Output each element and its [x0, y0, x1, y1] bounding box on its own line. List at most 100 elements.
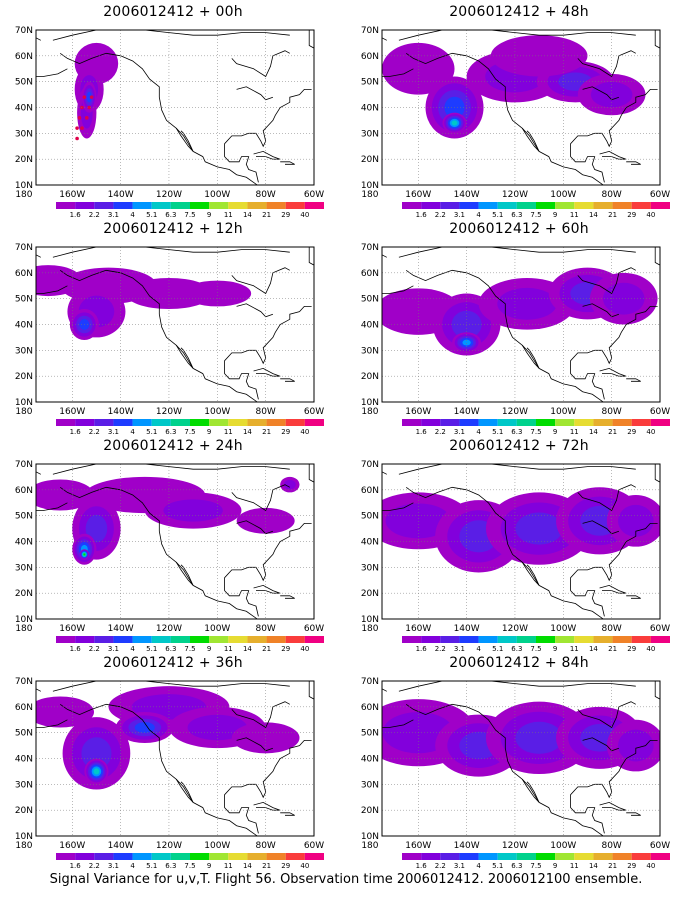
colorbar-label: 14 — [243, 428, 252, 434]
coastline — [59, 703, 258, 836]
coastline — [253, 584, 281, 594]
colorbar-swatch — [497, 853, 517, 860]
colorbar-label: 1.6 — [416, 428, 428, 434]
colorbar-swatch — [612, 419, 632, 426]
signal-contour — [602, 282, 645, 315]
latitude-label: 20N — [361, 155, 379, 165]
latitude-label: 50N — [361, 512, 379, 522]
coastline — [599, 801, 627, 811]
latitude-label: 10N — [15, 398, 33, 408]
map-panel: 2006012412 + 48h 70N 60N 50N 40N 30N 20N 10N 180… — [346, 0, 692, 217]
coastline — [405, 703, 604, 836]
colorbar-swatch — [151, 853, 171, 860]
colorbar-label: 7.5 — [184, 428, 195, 434]
colorbar-swatch — [631, 636, 651, 643]
map-frame — [35, 463, 315, 620]
colorbar-label: 40 — [300, 645, 309, 651]
colorbar-label: 40 — [300, 862, 309, 868]
longitude-label: 100W — [204, 190, 230, 200]
longitude-label: 180 — [361, 624, 378, 634]
signal-contour — [515, 512, 563, 545]
map-panel: 2006012412 + 00h 70N 60N 50N 40N 30N 20N 10N 180… — [0, 0, 346, 217]
colorbar-swatch — [285, 419, 305, 426]
signal-contour — [515, 721, 563, 754]
colorbar-swatch — [440, 202, 460, 209]
colorbar-label: 5.1 — [146, 862, 157, 868]
colorbar-swatch — [190, 853, 210, 860]
coastline — [398, 247, 636, 258]
latitude-label: 30N — [361, 780, 379, 790]
colorbar-swatch — [94, 853, 114, 860]
observation-dot — [89, 95, 94, 99]
longitude-label: 80W — [255, 407, 275, 417]
colorbar-swatch — [247, 853, 267, 860]
colorbar-label: 9 — [207, 428, 211, 434]
map-panel: 2006012412 + 60h 70N 60N 50N 40N 30N 20N 10N 180… — [346, 217, 692, 434]
colorbar-label: 14 — [243, 211, 252, 217]
colorbar-label: 3.1 — [108, 645, 119, 651]
longitude-label: 80W — [601, 407, 621, 417]
coastline — [398, 681, 636, 692]
colorbar-swatch — [612, 853, 632, 860]
coastline — [52, 681, 290, 692]
colorbar-swatch — [170, 202, 190, 209]
colorbar-label: 40 — [300, 428, 309, 434]
longitude-label: 160W — [405, 407, 431, 417]
coastline — [382, 68, 414, 77]
colorbar-label: 14 — [589, 211, 598, 217]
longitude-label: 100W — [204, 407, 230, 417]
longitude-label: 180 — [361, 407, 378, 417]
coastline — [654, 464, 660, 483]
colorbar-label: 3.1 — [108, 211, 119, 217]
colorbar-swatch — [132, 853, 152, 860]
coastline — [405, 269, 604, 402]
colorbar-swatch — [574, 636, 594, 643]
longitude-label: 160W — [59, 624, 85, 634]
coastline — [280, 378, 295, 382]
coastline — [577, 50, 636, 78]
longitude-label: 80W — [255, 624, 275, 634]
longitude-label: 80W — [255, 841, 275, 851]
colorbar-label: 7.5 — [184, 211, 195, 217]
coastline — [398, 464, 636, 475]
latitude-label: 70N — [361, 243, 379, 253]
colorbar-swatch — [190, 636, 210, 643]
observation-dot — [82, 95, 87, 99]
longitude-label: 60W — [304, 407, 324, 417]
colorbar-swatch — [209, 853, 229, 860]
coastline — [308, 464, 314, 483]
colorbar-label: 5.1 — [492, 428, 503, 434]
colorbar-label: 2.2 — [435, 428, 446, 434]
signal-contour — [86, 91, 92, 103]
latitude-label: 30N — [15, 780, 33, 790]
colorbar-swatch — [593, 636, 613, 643]
longitude-label: 60W — [304, 624, 324, 634]
longitude-label: 180 — [15, 190, 32, 200]
coastline — [231, 701, 290, 729]
longitude-label: 100W — [204, 624, 230, 634]
longitude-label: 60W — [304, 190, 324, 200]
colorbar-label: 11 — [224, 211, 233, 217]
signal-contour — [93, 768, 100, 775]
colorbar-label: 9 — [207, 645, 211, 651]
colorbar-label: 21 — [608, 428, 617, 434]
coastline — [654, 247, 660, 266]
longitude-label: 60W — [650, 190, 670, 200]
coastline — [577, 267, 636, 295]
colorbar-swatch — [151, 636, 171, 643]
coastline — [36, 254, 41, 258]
map-frame — [381, 246, 661, 403]
longitude-label: 120W — [156, 841, 182, 851]
colorbar-swatch — [56, 853, 76, 860]
latitude-label: 30N — [361, 129, 379, 139]
longitude-label: 120W — [502, 624, 528, 634]
latitude-label: 40N — [361, 755, 379, 765]
colorbar-swatch — [650, 853, 670, 860]
longitude-label: 180 — [361, 190, 378, 200]
longitude-label: 100W — [204, 841, 230, 851]
colorbar-label: 21 — [608, 211, 617, 217]
colorbar-swatch — [247, 419, 267, 426]
coastline — [599, 367, 627, 377]
coastline — [236, 520, 274, 535]
